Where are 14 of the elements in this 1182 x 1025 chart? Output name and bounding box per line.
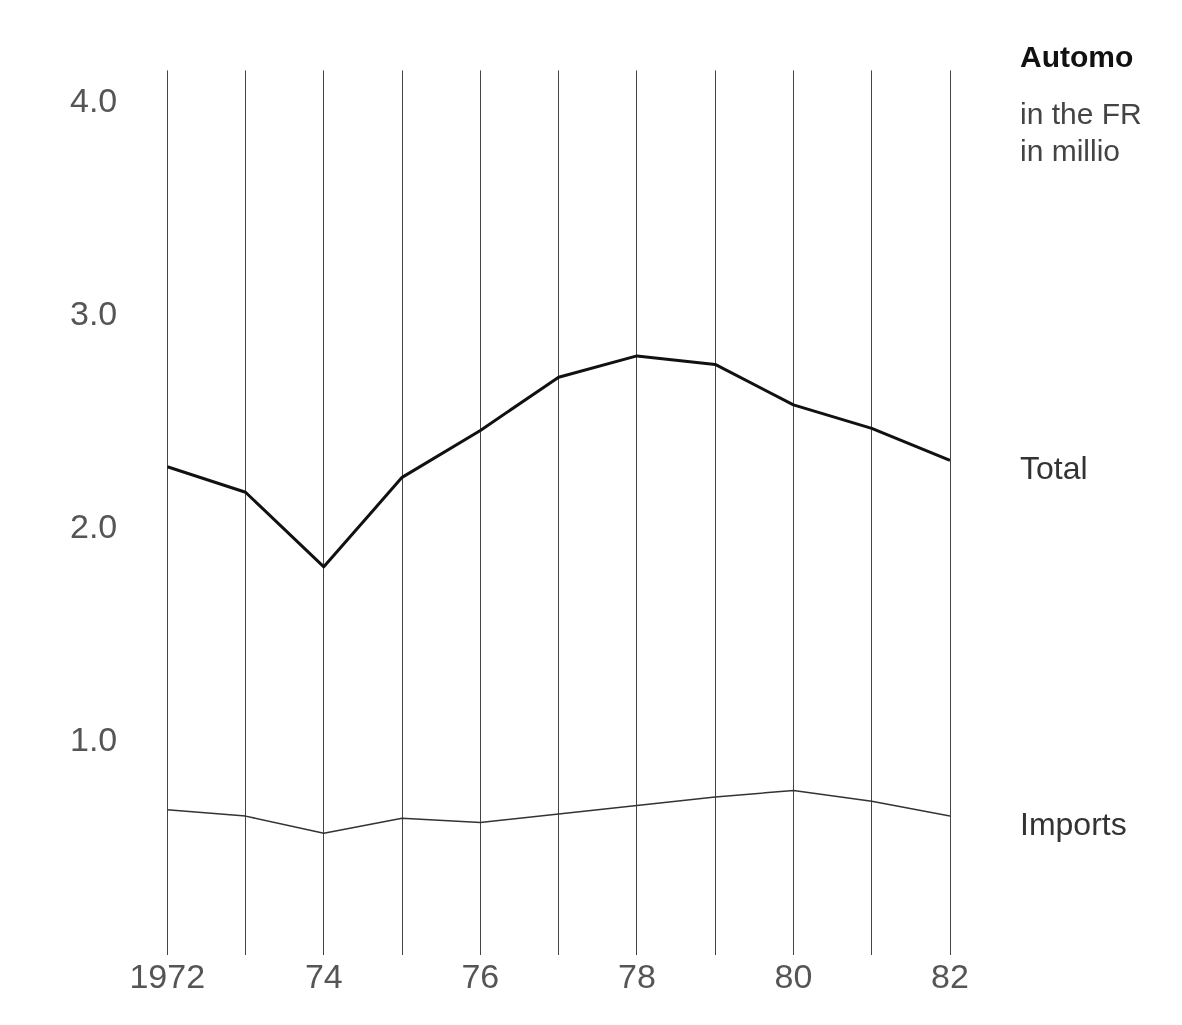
y-tick-label: 3.0	[70, 293, 118, 332]
x-tick-label: 1972	[129, 957, 206, 996]
y-tick-label: 1.0	[70, 719, 118, 758]
text: Total	[1020, 450, 1088, 487]
x-tick-label: 76	[461, 957, 500, 996]
x-tick-label: 82	[931, 957, 969, 996]
text: Automo	[1020, 40, 1134, 74]
x-tick-label: 78	[617, 957, 656, 996]
text: in the FR in millio	[1020, 96, 1142, 169]
x-tick-label: 80	[774, 957, 813, 996]
y-tick-label: 4.0	[70, 80, 118, 119]
y-tick-label: 2.0	[70, 506, 118, 545]
x-tick-label: 74	[304, 957, 343, 996]
text: Imports	[1020, 805, 1127, 842]
